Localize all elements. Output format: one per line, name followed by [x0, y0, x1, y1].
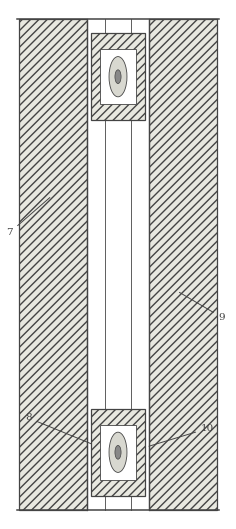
Text: 7: 7	[6, 197, 50, 238]
Bar	[87, 19, 149, 510]
Circle shape	[109, 57, 127, 97]
Bar	[91, 33, 145, 120]
Circle shape	[115, 445, 121, 459]
Circle shape	[115, 70, 121, 84]
Text: 10: 10	[149, 424, 214, 446]
Text: 9: 9	[179, 293, 225, 322]
Bar	[100, 49, 136, 104]
Bar	[100, 425, 136, 480]
Circle shape	[109, 432, 127, 472]
Bar	[19, 19, 87, 510]
Bar	[149, 19, 217, 510]
Text: 8: 8	[25, 413, 97, 446]
Bar	[91, 409, 145, 496]
